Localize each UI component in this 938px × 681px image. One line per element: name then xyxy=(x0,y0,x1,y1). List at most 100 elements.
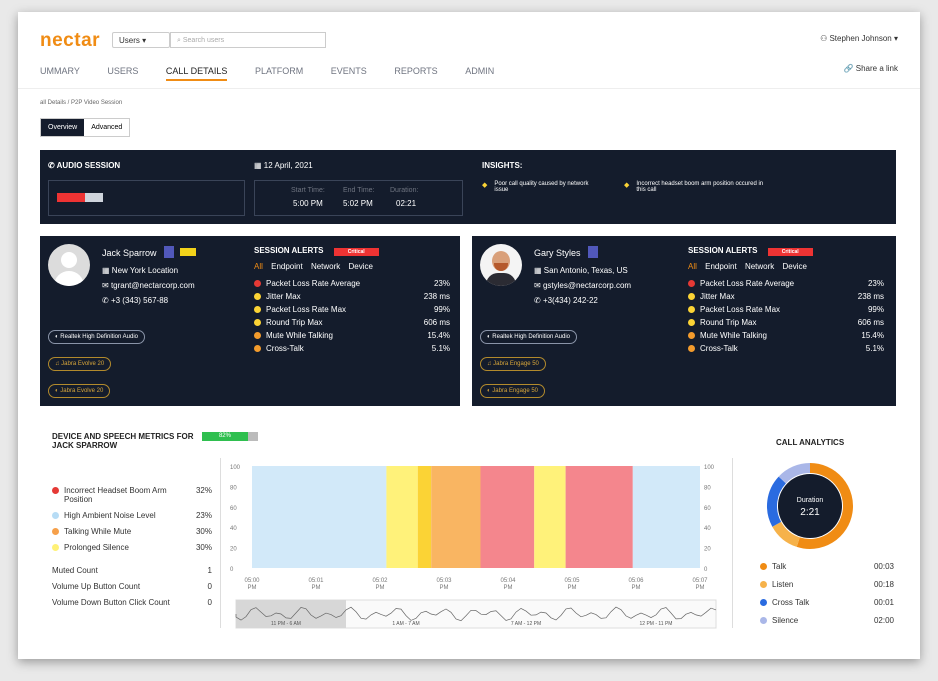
alert-row[interactable]: Round Trip Max 606 ms xyxy=(688,318,884,327)
location: San Antonio, Texas, US xyxy=(543,266,628,275)
status-dot-icon xyxy=(688,280,695,288)
tab-summary[interactable]: UMMARY xyxy=(40,66,80,76)
alert-row[interactable]: Packet Loss Rate Average 23% xyxy=(688,279,884,288)
avatar xyxy=(480,244,522,286)
search-input[interactable]: ⌕ Search users xyxy=(170,32,326,48)
alert-row[interactable]: Cross-Talk 5.1% xyxy=(254,344,450,353)
alert-row[interactable]: Mute While Talking 15.4% xyxy=(254,331,450,340)
device-pill[interactable]: ◐ Realtek High Definition Audio xyxy=(48,330,146,344)
device-pill[interactable]: ◐ Jabra Evolve 20 xyxy=(48,384,111,398)
toggle-advanced[interactable]: Advanced xyxy=(91,124,123,131)
participant-name: Jack Sparrow xyxy=(102,248,157,258)
timeline-band xyxy=(565,466,633,568)
tab-reports[interactable]: REPORTS xyxy=(394,66,438,76)
mic-icon: ♫ xyxy=(55,361,60,367)
y-tick-label: 60 xyxy=(230,506,237,512)
device-pill[interactable]: ◐ Jabra Engage 50 xyxy=(480,384,545,398)
donut-segment xyxy=(778,463,811,484)
tab-admin[interactable]: ADMIN xyxy=(465,66,495,76)
y-tick-label: 60 xyxy=(704,506,711,512)
status-dot-icon xyxy=(254,345,261,353)
mac-badge xyxy=(180,248,196,256)
share-link-button[interactable]: 🔗 Share a link xyxy=(844,64,898,73)
alert-row[interactable]: Packet Loss Rate Average 23% xyxy=(254,279,450,288)
alert-row[interactable]: Mute While Talking 15.4% xyxy=(688,331,884,340)
timeline-band xyxy=(632,466,700,568)
legend-label: Listen xyxy=(760,580,793,589)
alert-filters: All Endpoint Network Device xyxy=(254,262,450,271)
filter-device[interactable]: Device xyxy=(782,262,807,271)
user-menu[interactable]: ⚇ Stephen Johnson ▾ xyxy=(820,34,898,43)
alert-label: Mute While Talking xyxy=(688,331,767,340)
status-dot-icon xyxy=(254,306,261,314)
alert-row[interactable]: Round Trip Max 606 ms xyxy=(254,318,450,327)
alert-row[interactable]: Cross-Talk 5.1% xyxy=(688,344,884,353)
metric-value: 30% xyxy=(195,527,212,536)
start-time-label: Start Time: xyxy=(291,187,325,194)
metric-value: 23% xyxy=(195,511,212,520)
filter-network[interactable]: Network xyxy=(310,262,341,271)
filter-endpoint[interactable]: Endpoint xyxy=(705,262,737,271)
legend-row: Listen 00:18 xyxy=(760,580,894,589)
tab-platform[interactable]: PLATFORM xyxy=(254,66,304,76)
timeline-band xyxy=(534,466,566,568)
alerts-title: SESSION ALERTS xyxy=(688,246,758,255)
metric-row: High Ambient Noise Level 23% xyxy=(52,511,212,520)
session-alerts: SESSION ALERTS Critical All Endpoint Net… xyxy=(688,246,884,357)
diamond-icon: ◆ xyxy=(624,182,630,189)
count-value: 0 xyxy=(207,582,212,591)
insight-text: Incorrect headset boom arm position occu… xyxy=(636,181,764,193)
entity-select[interactable]: Users ▾ xyxy=(112,32,170,48)
legend-dot-icon xyxy=(760,599,767,607)
phone-icon: ✆ xyxy=(48,161,55,170)
filter-all[interactable]: All xyxy=(254,262,263,271)
device-pill[interactable]: ♫ Jabra Engage 50 xyxy=(480,357,546,371)
email[interactable]: gstyles@nectarcorp.com xyxy=(542,281,632,290)
tab-events[interactable]: EVENTS xyxy=(330,66,367,76)
phone-row: ✆ +3(434) 242-22 xyxy=(534,296,631,305)
speaker-icon: ◐ xyxy=(487,334,491,340)
alert-label-text: Packet Loss Rate Max xyxy=(266,305,347,314)
link-icon: 🔗 xyxy=(843,64,854,73)
location-row: ▦ San Antonio, Texas, US xyxy=(534,266,631,275)
status-dot-icon xyxy=(254,319,261,327)
alert-row[interactable]: Packet Loss Rate Max 99% xyxy=(688,305,884,314)
alert-row[interactable]: Jitter Max 238 ms xyxy=(254,292,450,301)
filter-network[interactable]: Network xyxy=(744,262,775,271)
alert-value: 5.1% xyxy=(431,344,450,353)
filter-endpoint[interactable]: Endpoint xyxy=(271,262,303,271)
metrics-title: DEVICE AND SPEECH METRICS FOR JACK SPARR… xyxy=(52,432,194,450)
contact-info: ▦ New York Location ✉ tgrant@nectarcorp.… xyxy=(102,266,195,311)
tab-users[interactable]: USERS xyxy=(107,66,139,76)
avatar xyxy=(48,244,90,286)
device-pill[interactable]: ◐ Realtek High Definition Audio xyxy=(480,330,578,344)
status-dot-icon xyxy=(254,332,261,340)
metrics-section: DEVICE AND SPEECH METRICS FOR JACK SPARR… xyxy=(40,418,896,632)
alert-label: Packet Loss Rate Average xyxy=(254,279,360,288)
alert-value: 5.1% xyxy=(865,344,884,353)
x-tick-label: PM xyxy=(312,585,321,591)
status-dot-icon xyxy=(688,306,695,314)
teams-icon xyxy=(164,246,174,258)
legend-row: Cross Talk 00:01 xyxy=(760,598,894,607)
divider xyxy=(732,458,733,628)
timeline-band xyxy=(480,466,535,568)
timeline-band xyxy=(417,466,432,568)
email[interactable]: tgrant@nectarcorp.com xyxy=(110,281,195,290)
alert-row[interactable]: Jitter Max 238 ms xyxy=(688,292,884,301)
device-name: Realtek High Definition Audio xyxy=(60,334,139,340)
overview-label: 12 PM - 11 PM xyxy=(640,621,673,627)
metric-label-text: High Ambient Noise Level xyxy=(64,511,156,520)
toggle-overview[interactable]: Overview xyxy=(41,119,85,136)
x-tick-label: 05:04 xyxy=(500,578,516,584)
filter-device[interactable]: Device xyxy=(348,262,373,271)
filter-all[interactable]: All xyxy=(688,262,697,271)
tab-call-details[interactable]: CALL DETAILS xyxy=(165,66,228,81)
alert-value: 238 ms xyxy=(857,292,884,301)
mail-icon: ✉ xyxy=(534,281,541,290)
critical-badge: Critical xyxy=(333,248,379,256)
metric-label: Prolonged Silence xyxy=(52,543,182,552)
x-tick-label: 05:02 xyxy=(372,578,388,584)
alert-row[interactable]: Packet Loss Rate Max 99% xyxy=(254,305,450,314)
device-pill[interactable]: ♫ Jabra Evolve 20 xyxy=(48,357,112,371)
